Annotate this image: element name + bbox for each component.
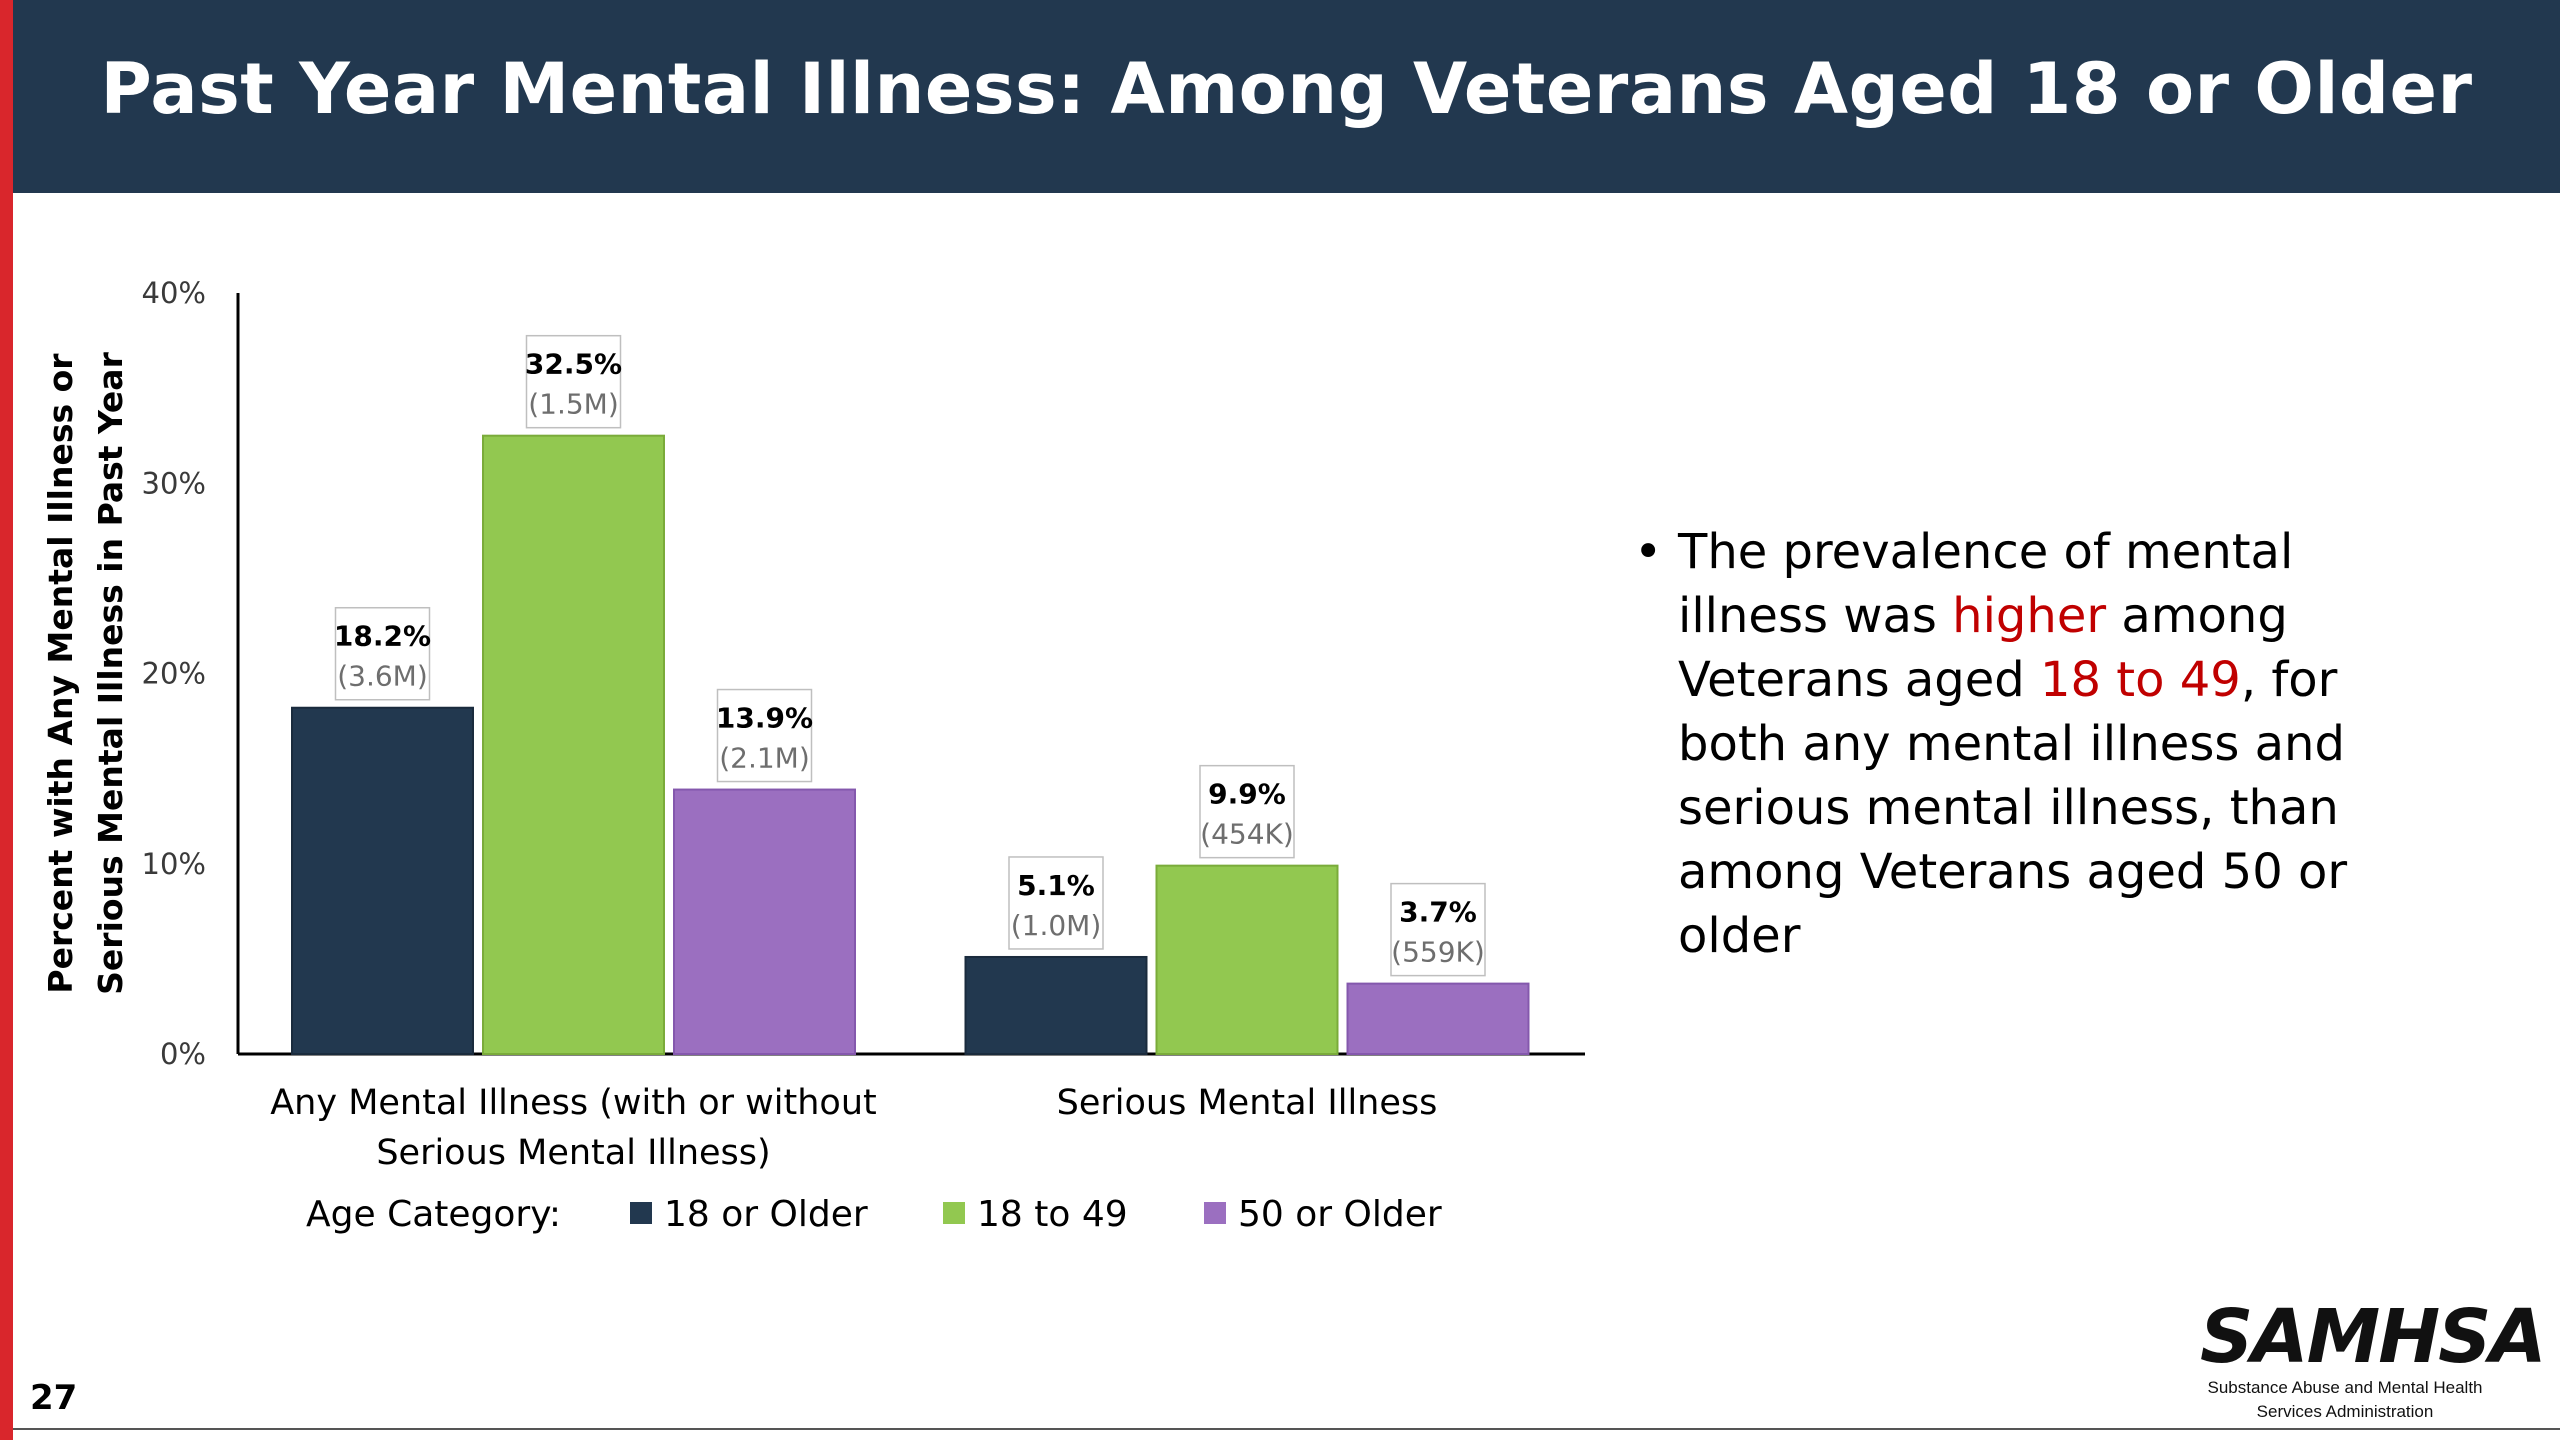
bullet-line: both any mental illness and bbox=[1678, 712, 2458, 776]
data-label-value: 18.2% bbox=[334, 620, 431, 653]
bullet-line: Veterans aged 18 to 49, for bbox=[1678, 648, 2458, 712]
data-label-count: (1.0M) bbox=[1011, 909, 1102, 942]
legend-item: 18 or Older bbox=[664, 1194, 868, 1235]
x-category-label: Any Mental Illness (with or without bbox=[270, 1083, 877, 1123]
data-label-value: 13.9% bbox=[716, 702, 813, 735]
logo-subtitle-line2: Services Administration bbox=[2256, 1402, 2434, 1421]
y-axis-label: Percent with Any Mental Illness or bbox=[41, 353, 80, 994]
bar bbox=[1155, 864, 1339, 1056]
bar bbox=[673, 788, 856, 1055]
left-accent-stripe bbox=[0, 0, 13, 1440]
bullet-line: serious mental illness, than bbox=[1678, 776, 2458, 840]
bullet-text: The prevalence of mental bbox=[1678, 524, 2294, 580]
logo-subtitle-line1: Substance Abuse and Mental Health bbox=[2207, 1378, 2483, 1397]
page-title: Past Year Mental Illness: Among Veterans… bbox=[100, 48, 2473, 130]
page-number: 27 bbox=[30, 1378, 78, 1418]
samhsa-logo: SAMHSA Substance Abuse and Mental Health… bbox=[2200, 1294, 2547, 1422]
x-category-label: Serious Mental Illness bbox=[1057, 1083, 1438, 1123]
y-tick-label: 0% bbox=[160, 1037, 206, 1071]
data-label-value: 3.7% bbox=[1399, 896, 1477, 929]
data-label-value: 9.9% bbox=[1208, 778, 1286, 811]
bullet-text: illness was bbox=[1678, 588, 1953, 644]
bullet-text: Veterans aged bbox=[1678, 652, 2040, 708]
y-tick-label: 20% bbox=[142, 657, 206, 691]
x-category-label: Serious Mental Illness) bbox=[376, 1133, 770, 1173]
bar bbox=[291, 706, 474, 1055]
data-label-box bbox=[716, 688, 813, 783]
bullet-text: serious mental illness, than bbox=[1678, 780, 2339, 836]
data-label-count: (454K) bbox=[1200, 818, 1294, 851]
legend-swatch bbox=[943, 1202, 965, 1224]
legend-title: Age Category: bbox=[306, 1194, 561, 1235]
bar bbox=[964, 955, 1148, 1055]
bar bbox=[482, 434, 665, 1055]
legend-item: 50 or Older bbox=[1238, 1194, 1442, 1235]
data-label-box bbox=[525, 334, 622, 429]
legend-item: 18 to 49 bbox=[977, 1194, 1128, 1235]
data-label-count: (1.5M) bbox=[528, 388, 619, 421]
y-tick-label: 40% bbox=[142, 276, 206, 310]
data-label-value: 5.1% bbox=[1017, 869, 1095, 902]
key-finding-bullet: • The prevalence of mental illness was hi… bbox=[1634, 520, 2458, 968]
bullet-line: older bbox=[1678, 904, 2458, 968]
data-label-box bbox=[1008, 856, 1104, 950]
data-label-count: (3.6M) bbox=[337, 660, 428, 693]
legend-swatch bbox=[630, 1202, 652, 1224]
data-label-box bbox=[334, 606, 431, 701]
bullet-icon: • bbox=[1634, 524, 1663, 580]
logo-wordmark: SAMHSA bbox=[2200, 1294, 2547, 1380]
bullet-text: both any mental illness and bbox=[1678, 716, 2345, 772]
highlighted-text: 18 to 49 bbox=[2039, 652, 2241, 708]
bullet-line: among Veterans aged 50 or bbox=[1678, 840, 2458, 904]
bullet-text: among bbox=[2106, 588, 2288, 644]
bottom-rule bbox=[13, 1428, 2560, 1430]
y-axis-label: Serious Mental Illness in Past Year bbox=[91, 351, 130, 994]
y-tick-label: 30% bbox=[142, 466, 206, 500]
y-tick-label: 10% bbox=[142, 847, 206, 881]
data-label-box bbox=[1390, 882, 1486, 977]
bullet-text: among Veterans aged 50 or bbox=[1678, 844, 2348, 900]
bullet-text: older bbox=[1678, 908, 1801, 964]
bar bbox=[1346, 982, 1530, 1055]
data-label-count: (2.1M) bbox=[719, 742, 810, 775]
data-label-value: 32.5% bbox=[525, 348, 622, 381]
title-banner: Past Year Mental Illness: Among Veterans… bbox=[13, 0, 2560, 193]
bullet-line: The prevalence of mental bbox=[1678, 520, 2458, 584]
legend-swatch bbox=[1204, 1202, 1226, 1224]
bullet-text: , for bbox=[2240, 652, 2338, 708]
bullet-line: illness was higher among bbox=[1678, 584, 2458, 648]
data-label-count: (559K) bbox=[1391, 936, 1485, 969]
highlighted-text: higher bbox=[1952, 588, 2107, 644]
data-label-box bbox=[1199, 764, 1295, 859]
